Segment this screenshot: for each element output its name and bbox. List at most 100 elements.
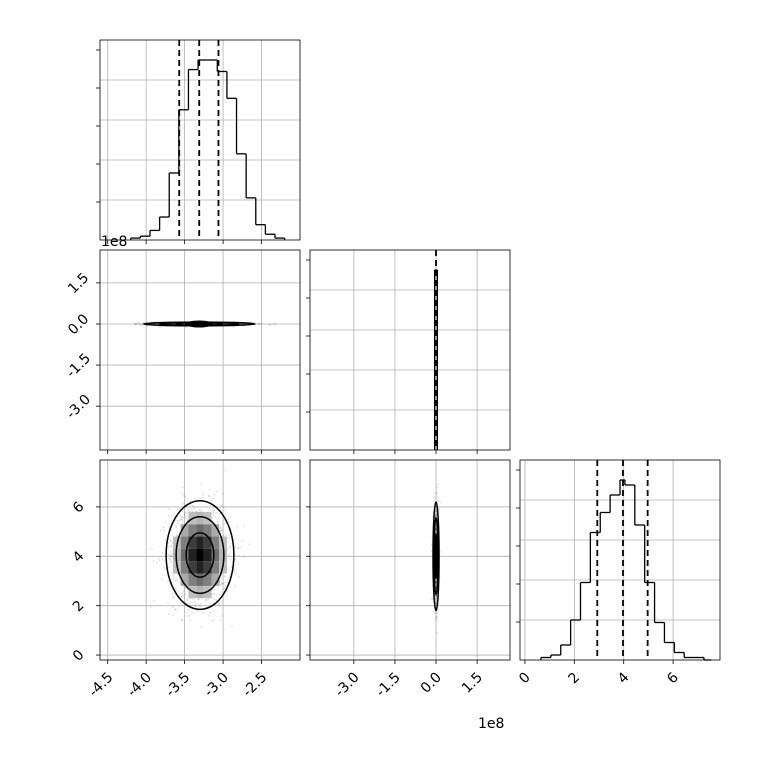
scatter-point xyxy=(215,599,218,602)
scatter-point xyxy=(241,539,244,542)
scatter-point xyxy=(207,598,209,601)
scatter-point xyxy=(181,519,184,522)
scatter-point xyxy=(174,579,177,582)
scatter-point xyxy=(181,486,184,489)
scatter-point xyxy=(181,492,184,495)
x-tick-label: -3.5 xyxy=(163,670,194,701)
scatter-point xyxy=(211,620,214,622)
x-tick-label: 4 xyxy=(615,669,633,687)
scatter-point xyxy=(224,469,227,472)
scatter-point xyxy=(190,601,193,604)
scatter-point xyxy=(219,526,222,529)
scatter-point xyxy=(238,554,241,557)
scatter-point xyxy=(208,495,211,497)
scatter-point xyxy=(184,587,187,590)
scatter-point xyxy=(239,546,242,548)
density-block xyxy=(211,573,220,586)
scatter-point xyxy=(435,616,438,618)
panel-frame xyxy=(309,249,511,451)
scatter-point xyxy=(274,323,277,325)
contour-line xyxy=(432,501,440,612)
scatter-point xyxy=(167,612,170,615)
density-block xyxy=(196,573,204,586)
scatter-point xyxy=(194,600,196,603)
x-tick-label: -3.0 xyxy=(332,670,363,701)
x-tick-label: -3.0 xyxy=(201,670,232,701)
scatter-point xyxy=(188,608,190,611)
scatter-point xyxy=(440,501,442,504)
scatter-point xyxy=(226,537,229,540)
scatter-point xyxy=(188,619,191,622)
density-core xyxy=(185,320,214,328)
scatter-point xyxy=(170,529,173,531)
x-tick-label: 1.5 xyxy=(459,670,486,697)
scatter-point xyxy=(205,598,207,601)
scatter-point xyxy=(215,490,218,493)
scatter-point xyxy=(184,516,186,518)
scatter-point xyxy=(258,323,261,326)
scatter-point xyxy=(436,632,439,634)
scatter-point xyxy=(149,606,152,609)
density-block xyxy=(203,548,212,562)
density-block xyxy=(180,548,189,562)
scatter-point xyxy=(228,520,231,523)
scatter-point xyxy=(164,539,167,541)
scatter-point xyxy=(184,593,187,596)
density-block xyxy=(203,536,212,549)
scatter-point xyxy=(177,590,180,592)
scatter-point xyxy=(223,522,226,525)
scatter-point xyxy=(233,570,236,572)
density-block xyxy=(219,548,227,562)
scatter-point xyxy=(168,590,171,593)
joint-panel-1-2 xyxy=(309,459,511,661)
scatter-point xyxy=(193,507,196,510)
density-block xyxy=(196,548,204,562)
scatter-point xyxy=(159,529,162,532)
scatter-point xyxy=(156,561,159,564)
scatter-point xyxy=(169,545,172,548)
scatter-point xyxy=(207,495,210,497)
scatter-point xyxy=(224,509,227,512)
density-block xyxy=(188,548,197,562)
scatter-point xyxy=(436,500,439,503)
scatter-point xyxy=(163,529,165,532)
scatter-point xyxy=(140,323,143,326)
scatter-point xyxy=(198,509,201,512)
scatter-point xyxy=(237,547,239,549)
panel-frame xyxy=(99,39,301,241)
scatter-point xyxy=(434,582,437,584)
scatter-point xyxy=(435,529,437,532)
scatter-point xyxy=(213,509,216,512)
scatter-point xyxy=(175,576,178,579)
scatter-point xyxy=(183,494,185,497)
marginal-panel-2 xyxy=(516,459,721,661)
scatter-point xyxy=(215,594,218,596)
scatter-point xyxy=(138,323,141,326)
density-block xyxy=(196,511,204,525)
y-tick-label: 4 xyxy=(70,548,88,566)
scatter-point xyxy=(220,505,223,507)
scatter-point xyxy=(435,595,438,597)
scatter-point xyxy=(170,573,173,576)
joint-panel-0-1 xyxy=(99,249,301,451)
scatter-point xyxy=(209,612,212,615)
scatter-point xyxy=(437,499,440,502)
density-block xyxy=(196,524,204,537)
panel-content xyxy=(133,320,277,329)
scatter-point xyxy=(220,582,223,585)
scatter-point xyxy=(208,488,211,491)
scatter-point xyxy=(177,578,180,581)
scatter-point xyxy=(436,619,439,622)
scatter-point xyxy=(134,323,137,326)
x-tick-label: 2 xyxy=(566,670,584,688)
scatter-point xyxy=(185,517,188,520)
scatter-point xyxy=(260,322,263,325)
scatter-point xyxy=(189,598,192,600)
scatter-point xyxy=(230,566,233,569)
scatter-point xyxy=(435,512,438,515)
scatter-point xyxy=(179,515,182,517)
scatter-point xyxy=(172,578,175,580)
scatter-point xyxy=(179,519,182,521)
panel-frame xyxy=(309,459,511,661)
scatter-point xyxy=(217,521,219,524)
